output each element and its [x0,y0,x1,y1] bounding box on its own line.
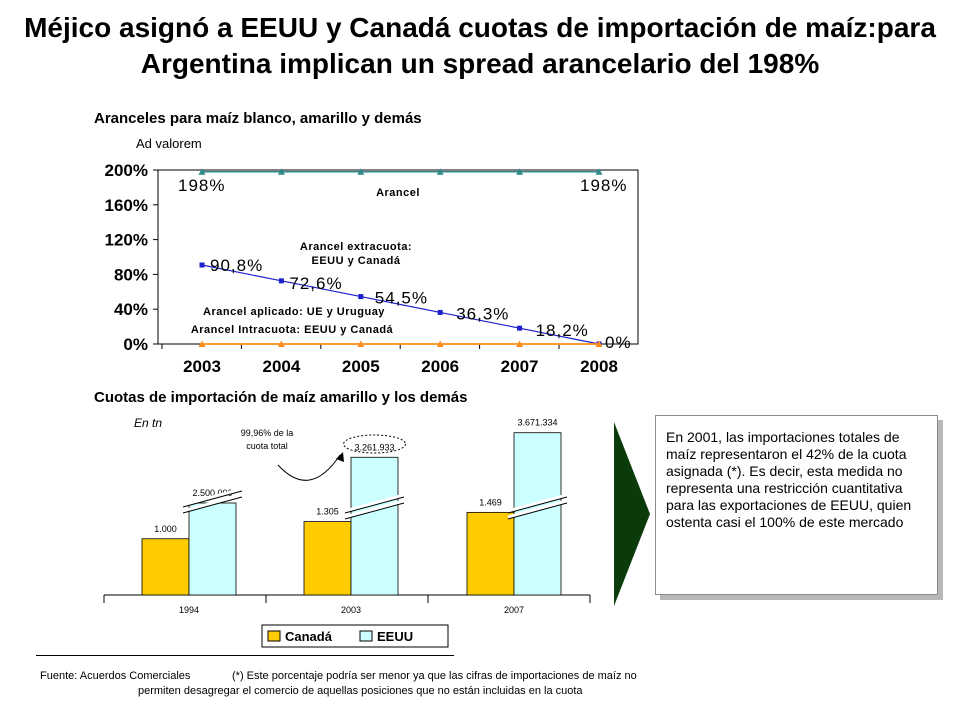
bar-label-canada: 1.305 [316,507,339,517]
bar-label-canada: 1.000 [154,524,177,534]
y-tick-label: 200% [105,161,148,180]
share-annotation-arrow [277,454,341,481]
bar-label-eeuu: 3.671.334 [517,418,557,428]
bar-label-eeuu: 3.261.933 [354,442,394,452]
series-annotation: Arancel [376,187,420,199]
series-annotation: EEUU y Canadá [311,255,400,267]
tariff-chart-subtitle: Ad valorem [136,136,202,151]
plot-area [157,169,639,345]
series-point [357,340,365,347]
footer-divider [36,655,454,656]
series-point [516,168,524,175]
callout-box: En 2001, las importaciones totales de ma… [655,415,938,595]
y-tick-label: 0% [123,335,148,354]
bar-canada [303,521,352,596]
legend-swatch-eeuu [359,630,373,642]
bar-eeuu [188,502,237,596]
series-point [437,309,443,315]
series-line [201,264,600,345]
quota-chart-subtitle: En tn [134,416,163,430]
x-tick-label: 2003 [341,605,361,615]
bar-label-eeuu: 2.500.000 [192,488,232,498]
series-point [199,262,205,268]
axis-break [507,493,568,513]
axis-break-line [182,496,243,514]
data-label: 18,2% [536,321,589,340]
data-label: 72,6% [289,274,342,293]
series-point [278,278,284,284]
data-label: 198% [178,176,225,195]
axis-break-line [344,502,405,520]
axis-break [344,499,405,519]
tariff-line-chart: 0% 40% 80% 120% 160% 200% 2003 2004 2005 2006 2007… [105,161,639,376]
y-tick-label: 160% [105,196,148,215]
page-title: Méjico asignó a EEUU y Canadá cuotas de … [24,12,936,79]
footer-note-line2: permiten desagregar el comercio de aquel… [138,685,583,697]
highlight-ellipse [343,434,406,454]
series-annotation: Arancel aplicado: UE y Uruguay [203,306,385,318]
series-point [595,168,603,175]
x-tick-label: 2008 [580,357,618,376]
data-label: 36,3% [456,304,509,323]
data-label: 198% [580,176,627,195]
series-point [436,340,444,347]
x-tick-label: 2005 [342,357,380,376]
x-tick-label: 2004 [262,357,300,376]
x-tick-label: 2007 [504,605,524,615]
data-label: 90,8% [210,256,263,275]
arrow-icon [614,422,650,606]
series-annotation: Arancel Intracuota: EEUU y Canadá [191,324,394,336]
y-tick-label: 120% [105,231,148,250]
axis-break-line [507,496,568,514]
axis-break [182,487,243,507]
series-point [436,168,444,175]
share-annotation-line2: cuota total [246,441,288,451]
series-point [277,168,285,175]
share-annotation-line1: 99,96% de la [241,428,294,438]
data-label: 0% [605,333,632,352]
bar-canada [141,538,190,596]
x-tick-label: 2006 [421,357,459,376]
legend-swatch-canada [267,630,281,642]
footer-note-line1: (*) Este porcentaje podría ser menor ya … [232,670,637,682]
legend-label-canada: Canadá [285,629,333,644]
axis-break [182,493,243,513]
axis-break-line [344,496,405,514]
y-tick-label: 40% [114,300,148,319]
bar-label-canada: 1.469 [479,497,502,507]
series-point [277,340,285,347]
series-point [595,340,603,347]
legend-label-eeuu: EEUU [377,629,413,644]
bar-canada [466,511,515,596]
x-tick-label: 1994 [179,605,199,615]
x-tick-label: 2003 [183,357,221,376]
quota-bar-chart: 1.000 2.500.000 1994 1.305 3.261.933 2003 1.46… [103,418,591,648]
data-label: 54,5% [375,289,428,308]
series-point [198,168,206,175]
axis-break-line [507,502,568,520]
arrowhead-icon [336,452,344,462]
axis-break [344,493,405,513]
tariff-chart-title: Aranceles para maíz blanco, amarillo y d… [94,110,422,127]
y-tick-label: 80% [114,265,148,284]
series-point [198,340,206,347]
series-annotation: Arancel extracuota: [300,241,412,253]
series-point [358,294,364,300]
quota-chart-title: Cuotas de importación de maíz amarillo y… [94,389,468,406]
series-point [516,340,524,347]
series-point [357,168,365,175]
axis-break [507,499,568,519]
bar-eeuu [350,456,399,596]
legend-box [261,624,449,648]
series-point [517,325,523,331]
axis-break-line [182,490,243,508]
x-tick-label: 2007 [501,357,539,376]
footer-source: Fuente: Acuerdos Comerciales [40,670,191,682]
